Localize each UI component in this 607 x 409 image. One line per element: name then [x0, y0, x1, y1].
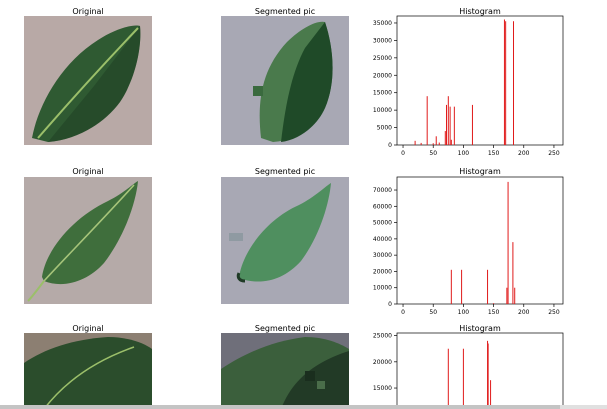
segmented-leaf-image-1 — [221, 16, 349, 145]
x-tick-label: 0 — [401, 150, 405, 157]
histogram-bar — [420, 142, 422, 145]
horizontal-scrollbar[interactable] — [0, 405, 607, 409]
histogram-bar — [462, 348, 464, 409]
y-tick-label: 0 — [388, 142, 392, 149]
histogram-bar — [432, 143, 434, 145]
histogram-bar — [444, 131, 446, 145]
histogram-axes-frame — [396, 332, 564, 409]
y-tick-label: 40000 — [373, 236, 392, 243]
x-tick-label: 150 — [488, 150, 500, 157]
scrollbar-thumb[interactable] — [0, 405, 560, 409]
histogram-bar — [461, 269, 463, 304]
segmented-leaf-image-2 — [221, 177, 349, 304]
x-tick-label: 100 — [458, 309, 470, 316]
y-tick-label: 10000 — [373, 285, 392, 292]
histogram-title-3: Histogram — [459, 324, 501, 333]
histogram-bar — [487, 340, 489, 409]
histogram-axes-frame — [396, 15, 564, 146]
y-tick-label: 15000 — [373, 90, 392, 97]
histogram-title-1: Histogram — [459, 7, 501, 16]
x-tick-label: 50 — [429, 309, 437, 316]
y-tick-label: 50000 — [373, 220, 392, 227]
histogram-bar — [507, 181, 509, 304]
original-title-1: Original — [72, 7, 104, 16]
original-title-2: Original — [72, 167, 104, 176]
segmented-leaf-image-3 — [221, 333, 349, 409]
y-tick-label: 0 — [388, 301, 392, 308]
histogram-bar — [471, 104, 473, 145]
histogram-bar — [505, 21, 507, 146]
histogram-bar — [449, 106, 451, 145]
y-tick-label: 20000 — [373, 268, 392, 275]
x-tick-label: 200 — [518, 150, 530, 157]
y-tick-label: 25000 — [373, 333, 392, 340]
histogram-bar — [490, 380, 492, 409]
histogram-bar — [503, 19, 505, 145]
segmented-title-2: Segmented pic — [254, 167, 316, 176]
y-tick-label: 30000 — [373, 37, 392, 44]
histogram-bar — [450, 139, 452, 145]
x-tick-label: 250 — [548, 150, 560, 157]
y-tick-label: 60000 — [373, 203, 392, 210]
histogram-bar — [435, 136, 437, 145]
x-tick-label: 150 — [488, 309, 500, 316]
y-tick-label: 15000 — [373, 385, 392, 392]
histogram-bar — [514, 287, 516, 304]
histogram-bar — [426, 96, 428, 145]
original-title-3: Original — [72, 324, 104, 333]
x-tick-label: 100 — [458, 150, 470, 157]
y-tick-label: 25000 — [373, 55, 392, 62]
x-tick-label: 50 — [429, 150, 437, 157]
original-leaf-image-3 — [24, 333, 152, 409]
y-tick-label: 5000 — [377, 125, 392, 132]
histogram-title-2: Histogram — [459, 167, 501, 176]
y-tick-label: 20000 — [373, 359, 392, 366]
histogram-bar — [438, 142, 440, 145]
y-tick-label: 10000 — [373, 107, 392, 114]
segmented-title-3: Segmented pic — [254, 324, 316, 333]
histogram-bar — [450, 269, 452, 304]
histogram-bar — [513, 21, 515, 146]
histogram-bar — [445, 104, 447, 145]
histogram-bar — [447, 348, 449, 409]
histogram-axes-frame — [396, 176, 564, 305]
histogram-bar — [453, 106, 455, 145]
y-tick-label: 70000 — [373, 187, 392, 194]
original-leaf-image-2 — [24, 177, 152, 304]
histogram-bar — [512, 242, 514, 304]
histogram-bar — [493, 303, 495, 304]
y-tick-label: 35000 — [373, 20, 392, 27]
x-tick-label: 250 — [548, 309, 560, 316]
original-leaf-image-1 — [24, 16, 152, 145]
histogram-bar — [447, 96, 449, 145]
segmented-title-1: Segmented pic — [254, 7, 316, 16]
y-tick-label: 30000 — [373, 252, 392, 259]
x-tick-label: 0 — [401, 309, 405, 316]
histogram-bar — [487, 269, 489, 304]
histogram-bar — [506, 287, 508, 304]
y-tick-label: 20000 — [373, 72, 392, 79]
x-tick-label: 200 — [518, 309, 530, 316]
histogram-bar — [487, 343, 489, 409]
histogram-bar — [414, 140, 416, 145]
